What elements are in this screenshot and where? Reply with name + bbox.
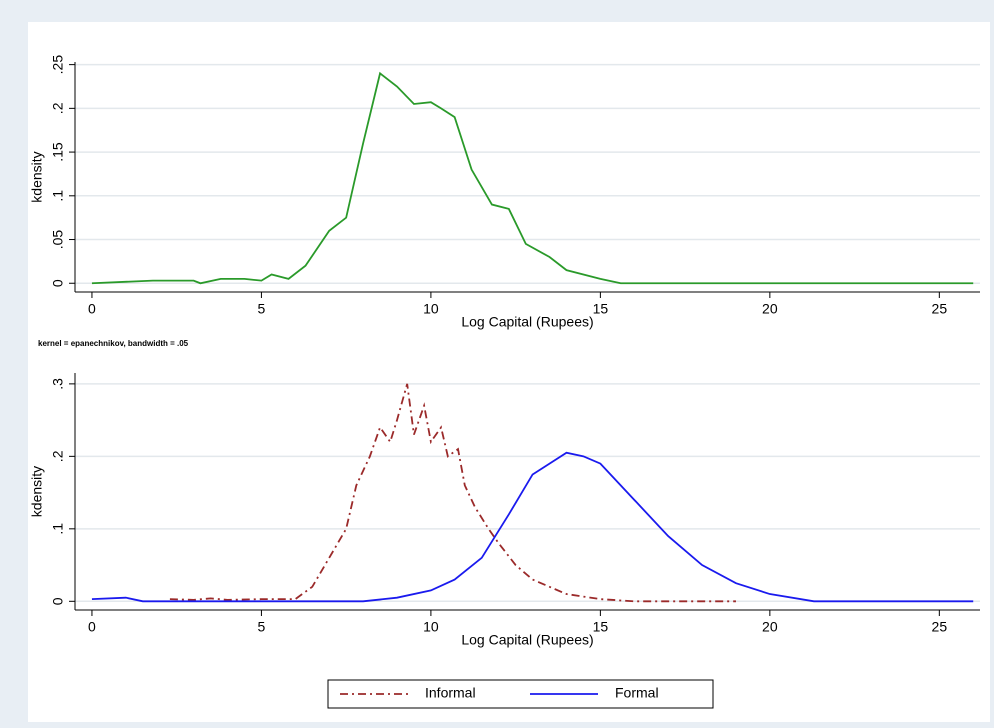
y-tick-label: .15 bbox=[50, 142, 66, 162]
data-line bbox=[169, 383, 736, 603]
x-axis-title: Log Capital (Rupees) bbox=[461, 314, 593, 330]
x-tick-label: 25 bbox=[932, 619, 948, 635]
x-tick-label: 0 bbox=[88, 619, 96, 635]
y-tick-label: .05 bbox=[50, 230, 66, 250]
data-line bbox=[91, 451, 974, 603]
x-axis-title: Log Capital (Rupees) bbox=[461, 632, 593, 648]
x-tick-label: 0 bbox=[88, 301, 96, 317]
y-tick-label: .1 bbox=[50, 523, 66, 535]
x-tick-label: 25 bbox=[932, 301, 948, 317]
graph-background bbox=[28, 22, 990, 722]
x-tick-label: 10 bbox=[423, 301, 439, 317]
y-tick-label: .3 bbox=[50, 378, 66, 390]
legend: Informal Formal bbox=[327, 679, 714, 709]
legend-label: Formal bbox=[615, 685, 659, 701]
y-tick-label: .25 bbox=[50, 55, 66, 75]
y-tick-label: 0 bbox=[50, 597, 66, 605]
y-tick-label: 0 bbox=[50, 279, 66, 287]
x-tick-label: 20 bbox=[762, 619, 778, 635]
y-axis-title: kdensity bbox=[29, 151, 45, 202]
legend-box bbox=[327, 679, 714, 709]
note: kernel = epanechnikov, bandwidth = .05 bbox=[38, 339, 189, 348]
x-tick-label: 5 bbox=[258, 301, 266, 317]
legend-label: Informal bbox=[425, 685, 476, 701]
x-tick-label: 5 bbox=[258, 619, 266, 635]
y-tick-label: .2 bbox=[50, 450, 66, 462]
x-tick-label: 10 bbox=[423, 619, 439, 635]
x-tick-label: 15 bbox=[593, 619, 609, 635]
x-tick-label: 20 bbox=[762, 301, 778, 317]
y-tick-label: .1 bbox=[50, 190, 66, 202]
data-line bbox=[91, 71, 974, 285]
y-axis-title: kdensity bbox=[29, 466, 45, 517]
x-tick-label: 15 bbox=[593, 301, 609, 317]
y-tick-label: .2 bbox=[50, 102, 66, 114]
